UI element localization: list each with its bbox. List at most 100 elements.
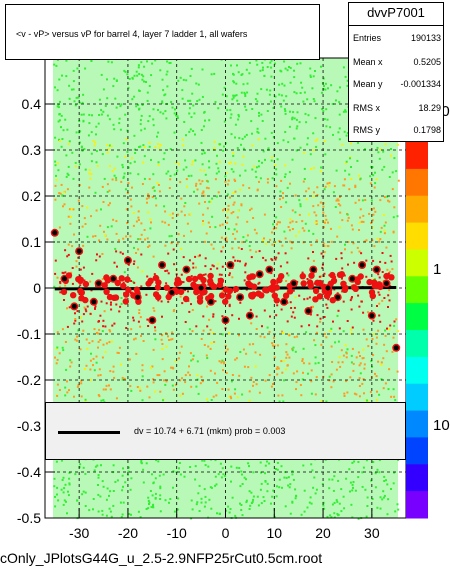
density-cell [141, 183, 144, 185]
density-cell [276, 142, 279, 145]
density-cell [332, 320, 334, 323]
density-cell [152, 482, 155, 485]
density-cell [291, 241, 294, 244]
density-cell [349, 157, 351, 160]
density-cell [366, 496, 369, 499]
density-cell [199, 382, 202, 385]
density-cell [235, 94, 238, 97]
density-cell [251, 500, 254, 503]
density-cell [377, 291, 380, 294]
density-cell [216, 512, 218, 515]
density-cell [393, 320, 396, 323]
density-cell [157, 164, 160, 166]
density-cell [336, 513, 339, 515]
density-cell [377, 329, 380, 332]
density-cell [316, 138, 319, 141]
density-cell [271, 342, 274, 345]
density-cell [377, 360, 380, 363]
density-cell [241, 137, 244, 140]
density-cell [204, 265, 207, 268]
density-cell [58, 389, 61, 391]
density-cell [88, 113, 91, 116]
density-cell [212, 315, 215, 318]
density-cell [174, 108, 176, 111]
density-cell [54, 495, 56, 498]
density-cell [248, 399, 251, 402]
density-cell [149, 490, 152, 492]
density-cell [333, 288, 336, 291]
density-cell [215, 394, 218, 397]
density-cell [53, 485, 56, 488]
density-cell [204, 173, 207, 176]
density-cell [379, 148, 382, 151]
density-cell [166, 60, 169, 63]
density-cell [177, 357, 180, 360]
density-cell [133, 338, 135, 341]
density-cell [395, 318, 398, 321]
axes: -30 -20 -10 0 10 20 30-0.5-0.4-0.3-0.2-0.100.1… [17, 96, 380, 541]
density-cell [207, 465, 210, 468]
density-cell [53, 63, 56, 66]
density-cell [371, 219, 374, 222]
density-cell [160, 338, 163, 341]
profile-point [96, 280, 102, 286]
density-cell [69, 222, 72, 225]
density-cell [245, 499, 248, 502]
density-cell [131, 98, 134, 101]
density-cell [230, 465, 233, 468]
density-cell [359, 177, 362, 180]
density-cell [70, 208, 73, 211]
density-cell [284, 505, 287, 508]
density-cell [110, 340, 113, 343]
density-cell [270, 66, 273, 69]
red-point [163, 284, 170, 291]
density-cell [381, 299, 384, 302]
density-cell [322, 242, 325, 245]
density-cell [327, 245, 330, 248]
density-cell [131, 76, 134, 79]
density-cell [72, 80, 75, 83]
density-cell [346, 79, 349, 82]
density-cell [323, 220, 326, 223]
density-cell [356, 159, 359, 162]
density-cell [325, 336, 328, 339]
density-cell [252, 471, 255, 474]
density-cell [218, 273, 221, 276]
density-cell [342, 184, 345, 187]
density-cell [268, 93, 271, 96]
density-cell [79, 141, 81, 144]
density-cell [298, 121, 301, 124]
density-cell [250, 502, 253, 504]
density-cell [332, 489, 335, 492]
density-cell [276, 304, 279, 307]
density-cell [82, 329, 85, 332]
density-cell [337, 203, 340, 205]
density-cell [351, 228, 354, 231]
density-cell [306, 137, 309, 140]
density-cell [345, 134, 348, 137]
density-cell [275, 185, 278, 188]
density-cell [85, 310, 88, 313]
density-cell [198, 202, 201, 205]
density-cell [343, 274, 346, 277]
density-cell [63, 299, 65, 301]
density-cell [230, 212, 233, 215]
density-cell [361, 485, 364, 488]
density-cell [306, 278, 309, 280]
density-cell [350, 177, 353, 180]
density-cell [311, 87, 314, 90]
density-cell [196, 360, 199, 363]
density-cell [322, 275, 325, 277]
density-cell [312, 195, 315, 198]
density-cell [218, 161, 221, 163]
density-cell [109, 303, 112, 306]
density-cell [158, 190, 161, 193]
density-cell [360, 252, 363, 255]
density-cell [145, 293, 148, 296]
density-cell [299, 384, 302, 386]
density-cell [105, 302, 108, 305]
density-cell [259, 177, 262, 180]
density-cell [369, 391, 372, 393]
density-cell [112, 123, 115, 126]
density-cell [176, 242, 179, 245]
